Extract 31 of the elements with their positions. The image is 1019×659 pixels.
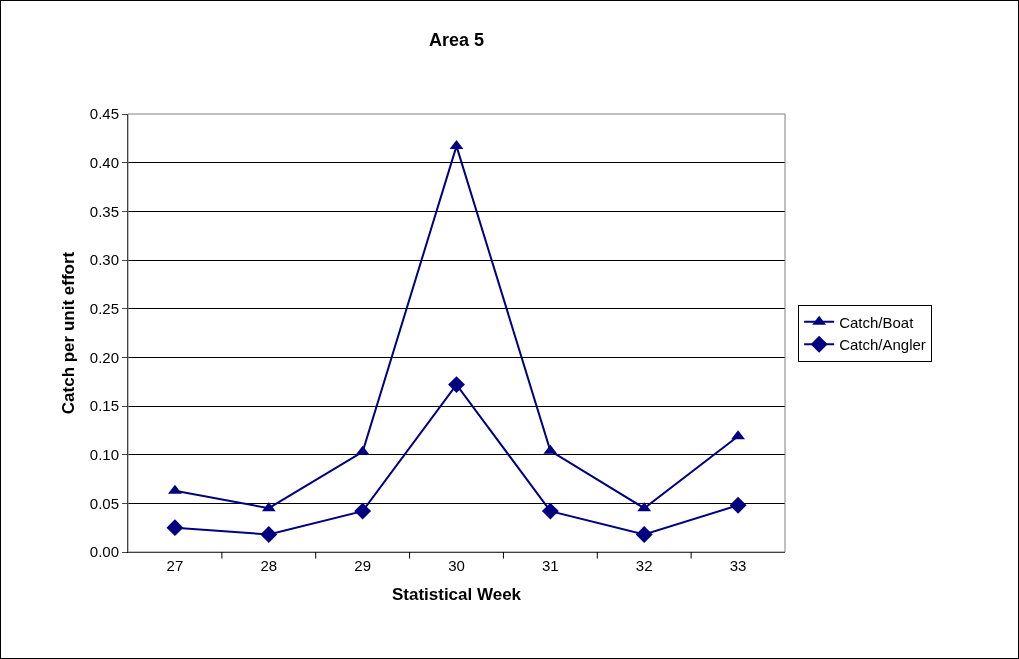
x-tick-label: 30 bbox=[448, 557, 465, 574]
chart-title: Area 5 bbox=[428, 30, 485, 51]
point bbox=[260, 526, 278, 543]
point bbox=[541, 502, 559, 520]
point bbox=[448, 376, 465, 394]
legend-label: Catch/Angler bbox=[839, 336, 926, 354]
point bbox=[166, 519, 184, 537]
y-tick-label: 0.20 bbox=[89, 348, 119, 366]
legend-label: Catch/Boat bbox=[839, 313, 915, 331]
y-tick-label: 0.05 bbox=[89, 494, 119, 512]
point bbox=[168, 484, 182, 494]
y-tick-label: 0.40 bbox=[89, 153, 119, 171]
y-tick-label: 0.00 bbox=[89, 543, 119, 561]
x-tick-label: 33 bbox=[729, 557, 747, 574]
x-tick-label: 31 bbox=[542, 557, 559, 574]
point bbox=[731, 430, 745, 440]
x-tick-label: 28 bbox=[260, 557, 278, 574]
point bbox=[729, 496, 747, 514]
y-tick-label: 0.45 bbox=[89, 105, 119, 123]
x-axis-title: Statistical Week bbox=[391, 585, 522, 605]
x-tick-label: 32 bbox=[635, 557, 653, 574]
y-tick-label: 0.25 bbox=[89, 299, 119, 317]
y-tick-label: 0.10 bbox=[89, 445, 119, 463]
point bbox=[354, 502, 372, 520]
x-tick-label: 27 bbox=[166, 557, 184, 574]
y-axis-title: Catch per unit effort bbox=[59, 251, 79, 415]
point bbox=[635, 526, 653, 543]
y-tick-label: 0.35 bbox=[89, 202, 119, 220]
y-tick-label: 0.15 bbox=[89, 397, 119, 415]
x-tick-label: 29 bbox=[354, 557, 371, 574]
y-tick-label: 0.30 bbox=[89, 251, 119, 269]
